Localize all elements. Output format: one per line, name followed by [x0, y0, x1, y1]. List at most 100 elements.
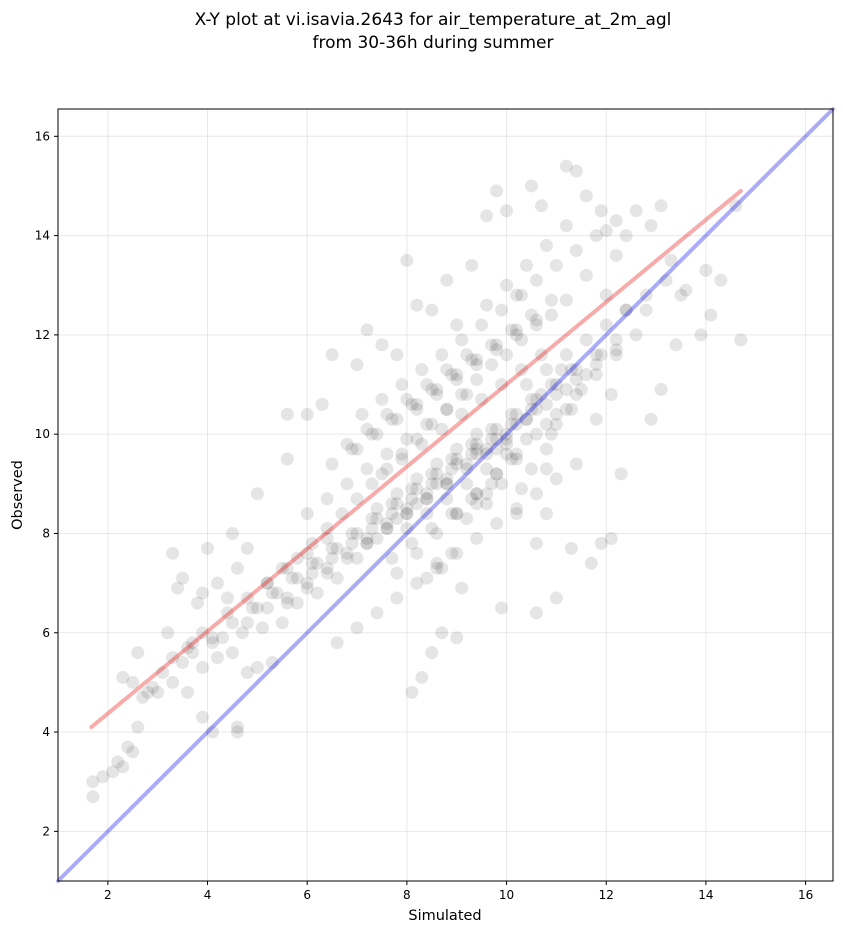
data-point — [450, 442, 464, 456]
data-point — [260, 601, 274, 615]
data-point — [220, 591, 234, 605]
data-point — [524, 402, 538, 416]
data-point — [325, 457, 339, 471]
data-point — [524, 308, 538, 322]
data-point — [470, 358, 484, 372]
data-point — [206, 725, 220, 739]
data-point — [450, 546, 464, 560]
data-point — [564, 363, 578, 377]
data-point — [549, 417, 563, 431]
data-point — [315, 397, 329, 411]
data-point — [490, 338, 504, 352]
data-point — [240, 616, 254, 630]
data-point — [599, 288, 613, 302]
data-point — [230, 720, 244, 734]
data-point — [435, 348, 449, 362]
data-point — [559, 219, 573, 233]
data-point — [490, 184, 504, 198]
data-point — [325, 348, 339, 362]
data-point — [320, 566, 334, 580]
data-points — [86, 159, 748, 804]
data-point — [569, 164, 583, 178]
data-point — [240, 665, 254, 679]
data-point — [440, 477, 454, 491]
data-point — [400, 507, 414, 521]
data-point — [485, 477, 499, 491]
data-point — [280, 561, 294, 575]
data-point — [519, 412, 533, 426]
fit-line — [89, 188, 743, 730]
data-point — [240, 541, 254, 555]
data-point — [704, 308, 718, 322]
data-point — [340, 551, 354, 565]
data-point — [629, 204, 643, 218]
data-point — [490, 422, 504, 436]
data-point — [594, 204, 608, 218]
data-point — [425, 303, 439, 317]
x-tick-label: 16 — [798, 888, 813, 902]
data-point — [460, 477, 474, 491]
data-point — [121, 740, 135, 754]
data-point — [495, 477, 509, 491]
data-point — [390, 512, 404, 526]
data-point — [425, 522, 439, 536]
data-point — [280, 407, 294, 421]
data-point — [450, 373, 464, 387]
x-tick-label: 2 — [104, 888, 112, 902]
data-point — [360, 536, 374, 550]
data-point — [151, 685, 165, 699]
data-point — [515, 482, 529, 496]
data-point — [310, 556, 324, 570]
data-point — [569, 457, 583, 471]
data-point — [619, 303, 633, 317]
data-point — [440, 477, 454, 491]
y-tick-label: 12 — [35, 328, 50, 342]
data-point — [519, 258, 533, 272]
data-point — [300, 581, 314, 595]
data-point — [505, 417, 519, 431]
data-point — [390, 591, 404, 605]
data-point — [390, 497, 404, 511]
data-point — [639, 288, 653, 302]
data-point — [480, 487, 494, 501]
data-point — [340, 437, 354, 451]
data-point — [559, 383, 573, 397]
data-point — [584, 556, 598, 570]
y-tick-label: 2 — [42, 824, 50, 838]
data-point — [629, 328, 643, 342]
data-point — [430, 467, 444, 481]
data-point — [380, 522, 394, 536]
data-point — [510, 507, 524, 521]
data-point — [360, 462, 374, 476]
data-point — [589, 358, 603, 372]
data-point — [609, 343, 623, 357]
data-point — [524, 392, 538, 406]
data-point — [390, 566, 404, 580]
data-point — [425, 383, 439, 397]
data-point — [455, 387, 469, 401]
data-point — [260, 576, 274, 590]
data-point — [589, 368, 603, 382]
data-point — [131, 720, 145, 734]
data-point — [505, 323, 519, 337]
data-point — [529, 427, 543, 441]
data-point — [440, 492, 454, 506]
data-point — [420, 487, 434, 501]
grid-lines — [58, 109, 833, 881]
data-point — [380, 462, 394, 476]
data-point — [559, 293, 573, 307]
data-point — [360, 531, 374, 545]
data-point — [470, 447, 484, 461]
data-point — [230, 561, 244, 575]
data-point — [300, 507, 314, 521]
data-point — [405, 685, 419, 699]
data-point — [196, 710, 210, 724]
data-point — [470, 437, 484, 451]
data-point — [529, 392, 543, 406]
data-point — [340, 477, 354, 491]
data-point — [225, 616, 239, 630]
data-point — [510, 323, 524, 337]
data-point — [106, 765, 120, 779]
data-point — [400, 502, 414, 516]
data-point — [544, 378, 558, 392]
